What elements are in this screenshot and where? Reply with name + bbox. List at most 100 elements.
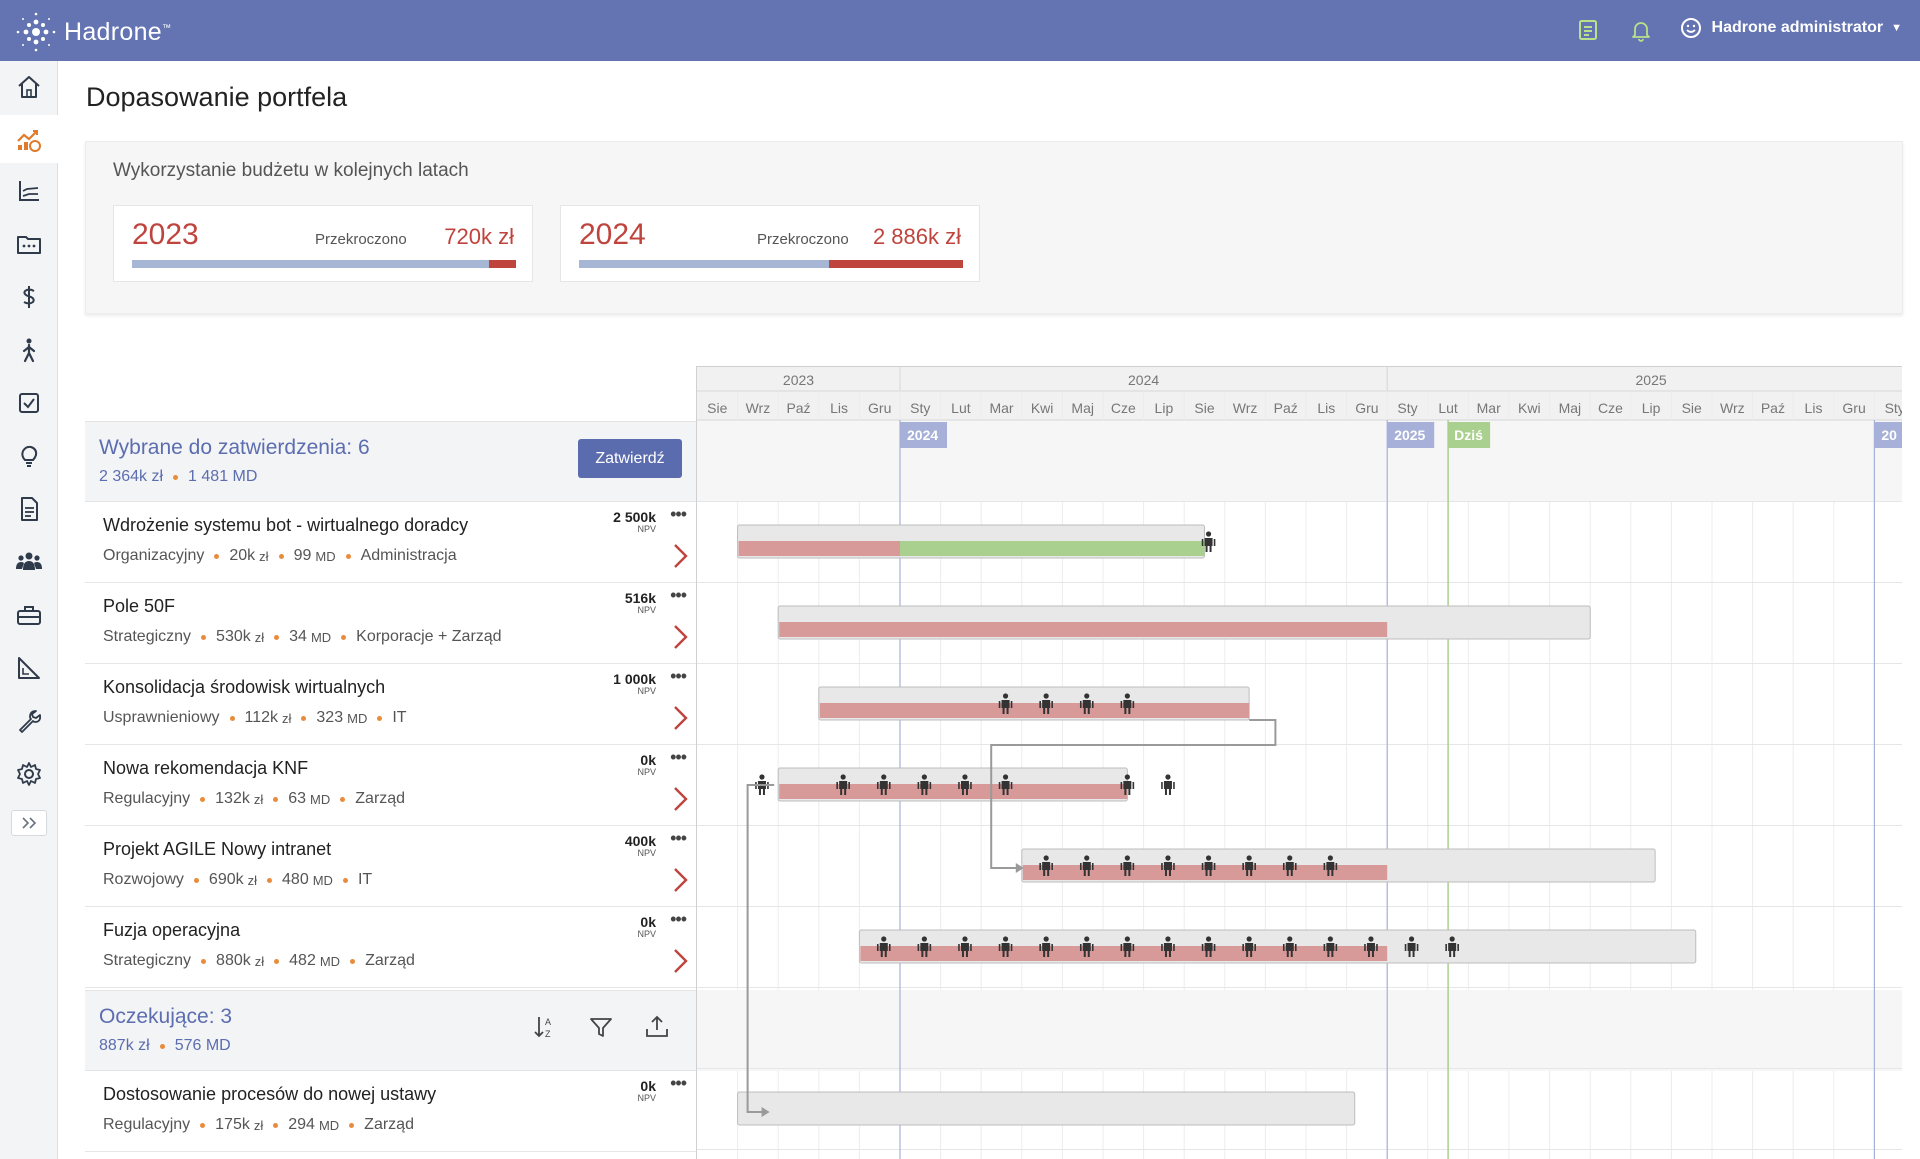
resource-person-icon [1120,855,1135,876]
filter-icon[interactable] [587,1013,615,1041]
project-row[interactable]: Fuzja operacyjna Strategiczny 880k zł 482 MD Z… [85,907,696,988]
dependency-arrowhead [761,1107,770,1117]
chevron-right-icon[interactable] [669,623,691,651]
project-name[interactable]: Konsolidacja środowisk wirtualnych [103,677,386,697]
project-meta: Organizacyjny 20k zł 99 MD Administracja [103,547,457,565]
selected-header-stripe [697,421,1902,502]
more-options-icon[interactable]: ••• [670,504,687,524]
project-md-unit: MD [319,953,341,969]
project-name[interactable]: Wdrożenie systemu bot - wirtualnego dora… [103,515,469,535]
folder-icon [17,236,41,254]
project-cost: 20k [229,547,256,564]
chevron-right-icon[interactable] [669,947,691,975]
project-row[interactable]: Konsolidacja środowisk wirtualnych Uspraw… [85,664,696,745]
bell-icon[interactable] [1629,18,1653,42]
project-name[interactable]: Pole 50F [103,596,176,616]
project-row[interactable]: Projekt AGILE Nowy intranet Rozwojowy 690k… [85,826,696,907]
project-name[interactable]: Projekt AGILE Nowy intranet [103,839,332,859]
more-options-icon[interactable]: ••• [670,747,687,767]
project-meta: Rozwojowy 690k zł 480 MD IT [103,871,372,889]
resource-person-icon [958,936,972,957]
nav-team[interactable] [0,538,58,586]
month-label: Mar [1477,400,1501,416]
project-name[interactable]: Nowa rekomendacja KNF [103,758,309,778]
project-type: Regulacyjny [103,1116,191,1133]
more-options-icon[interactable]: ••• [670,1073,687,1093]
resource-person-icon [1242,936,1256,957]
more-options-icon[interactable]: ••• [670,585,687,605]
nav-folders[interactable] [0,220,58,268]
month-label: Wrz [746,400,771,416]
project-npv: 2 500k NPV [613,509,656,534]
export-icon[interactable] [643,1013,671,1041]
notes-icon[interactable] [1576,18,1600,42]
resource-person-icon [1120,693,1135,714]
nav-home[interactable] [0,63,58,111]
nav-reports[interactable] [0,167,58,215]
month-label: Gru [1355,400,1378,416]
more-options-icon[interactable]: ••• [670,828,687,848]
more-options-icon[interactable]: ••• [670,666,687,686]
nav-resources[interactable] [0,326,58,374]
project-row[interactable]: Dostosowanie procesów do nowej ustawy Reg… [85,1071,696,1152]
resource-person-icon [1282,936,1297,957]
over-value: 720k zł [444,224,514,249]
dollar-icon [23,286,35,308]
nav-documents[interactable] [0,485,58,533]
resource-person-icon [1282,855,1297,876]
project-md-unit: MD [310,791,331,807]
resource-person-icon [876,774,891,795]
approve-button[interactable]: Zatwierdź [578,439,682,478]
resource-person-icon [1039,693,1053,714]
nav-analysis[interactable] [0,644,58,692]
resource-person-icon [1079,855,1094,876]
separator-dot [200,796,206,802]
project-md: 482 [289,952,316,969]
nav-finance[interactable] [0,273,58,321]
resource-person-icon [917,774,932,795]
project-row[interactable]: Wdrożenie systemu bot - wirtualnego dora… [85,502,696,583]
caret-down-icon: ▼ [1891,22,1902,34]
pending-title: Oczekujące: 3 [99,1005,233,1028]
npv-value: 516k [624,590,656,606]
sort-icon[interactable]: A Z [531,1013,559,1041]
resource-person-icon [998,693,1013,714]
project-meta: Strategiczny 880k zł 482 MD Zarząd [103,952,415,970]
nav-admin[interactable] [0,697,58,745]
resource-person-icon [1039,855,1053,876]
over-label: Przekroczono [757,231,849,248]
budget-title: Wykorzystanie budżetu w kolejnych latach [113,160,469,181]
gantt-bar[interactable] [737,1091,1356,1126]
chevron-right-icon[interactable] [669,785,691,813]
more-options-icon[interactable]: ••• [670,909,687,929]
project-row[interactable]: Nowa rekomendacja KNF Regulacyjny 132k zł 63… [85,745,696,826]
project-md-unit: MD [318,1117,340,1133]
project-cost-unit: zł [282,710,292,726]
month-label: Cze [1598,400,1623,416]
gantt-bar-cost [738,541,900,556]
separator-dot [201,634,207,640]
user-menu[interactable]: Hadrone administrator ▼ [1680,17,1902,39]
home-icon [18,76,40,98]
nav-tools[interactable] [0,591,58,639]
chevron-right-icon[interactable] [669,866,691,894]
project-cost: 530k [216,628,251,645]
project-row[interactable]: Pole 50F Strategiczny 530k zł 34 MD Korporacje… [85,583,696,664]
project-department: Zarząd [365,952,415,969]
ruler-chart-icon [18,657,40,679]
nav-portfolio[interactable] [0,115,58,163]
nav-ideas[interactable] [0,432,58,480]
nav-tasks[interactable] [0,379,58,427]
project-name[interactable]: Dostosowanie procesów do nowej ustawy [103,1084,437,1104]
project-name[interactable]: Fuzja operacyjna [103,920,241,940]
pending-header-stripe [697,990,1902,1071]
project-department: Zarząd [364,1116,414,1133]
sidebar-expand-button[interactable] [11,810,47,836]
separator-dot [345,553,351,559]
nav-settings[interactable] [0,750,58,798]
year-label: 2024 [1128,372,1159,388]
chevron-right-icon[interactable] [669,542,691,570]
toolbox-icon [17,606,41,625]
chevron-right-icon[interactable] [669,704,691,732]
brand[interactable]: Hadrone™ [14,10,171,54]
